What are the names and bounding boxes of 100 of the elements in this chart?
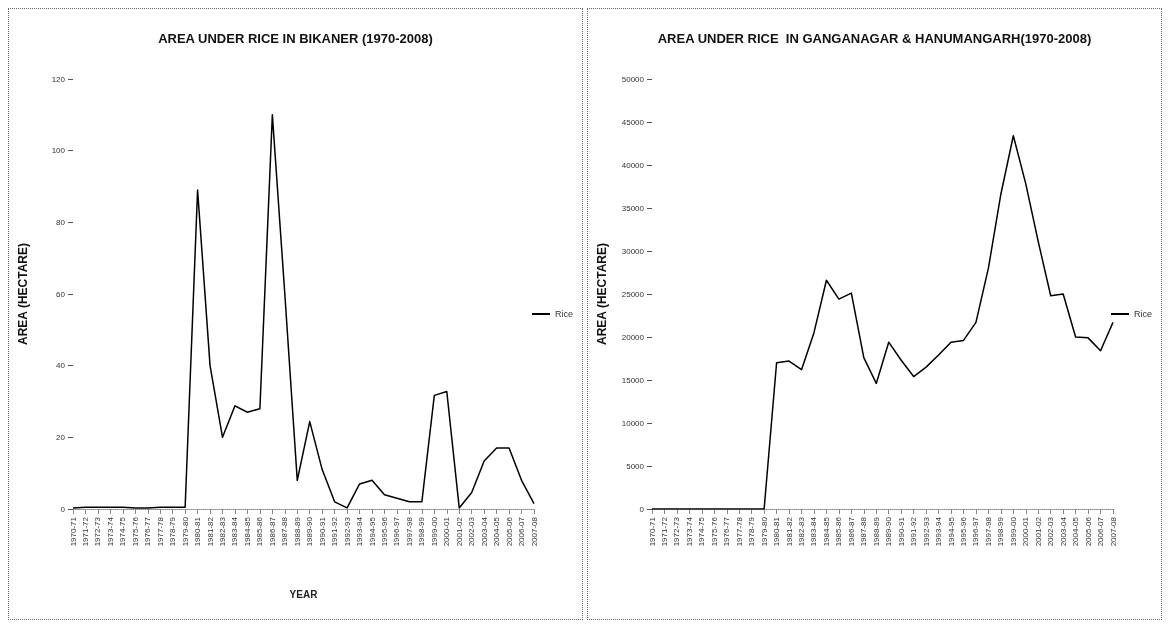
chart-title: AREA UNDER RICE IN BIKANER (1970-2008): [158, 31, 433, 46]
x-tick-label: 1972-73: [93, 516, 103, 547]
x-tick-label: 2007-08: [1108, 516, 1118, 547]
x-tick-label: 1988-89: [292, 516, 302, 547]
y-tick-label: 50000: [621, 74, 645, 84]
x-tick-label: 1994-95: [367, 516, 377, 547]
x-tick-label: 1974-75: [118, 516, 128, 547]
x-tick-label: 1991-92: [330, 516, 340, 547]
x-tick-label: 1977-78: [155, 516, 165, 547]
x-tick-label: 1985-86: [255, 516, 265, 547]
x-tick-label: 1976-77: [722, 516, 732, 547]
x-tick-label: 2004-05: [492, 516, 502, 547]
x-tick-label: 1998-99: [417, 516, 427, 547]
legend-label: Rice: [1134, 309, 1153, 319]
x-tick-label: 1980-81: [772, 516, 782, 547]
x-tick-label: 2005-06: [504, 516, 514, 547]
x-tick-label: 1991-92: [909, 516, 919, 547]
y-tick-label: 15000: [621, 375, 645, 385]
x-tick-label: 1977-78: [734, 516, 744, 547]
y-tick-label: 0: [639, 504, 645, 514]
x-tick-label: 1979-80: [180, 516, 190, 547]
x-tick-label: 1973-74: [684, 516, 694, 547]
x-tick-label: 1981-82: [205, 516, 215, 547]
x-tick-label: 1995-96: [958, 516, 968, 547]
x-tick-label: 1970-71: [68, 516, 78, 547]
x-tick-label: 1984-85: [821, 516, 831, 547]
x-tick-label: 1992-93: [921, 516, 931, 547]
y-tick-label: 5000: [626, 461, 645, 471]
x-tick-label: 1986-87: [846, 516, 856, 547]
x-tick-label: 1972-73: [672, 516, 682, 547]
x-tick-label: 1982-83: [218, 516, 228, 547]
y-tick-label: 45000: [621, 117, 645, 127]
y-tick-label: 20000: [621, 332, 645, 342]
x-tick-label: 1997-98: [983, 516, 993, 547]
x-tick-label: 1981-82: [784, 516, 794, 547]
x-tick-label: 1976-77: [143, 516, 153, 547]
x-tick-label: 2006-07: [517, 516, 527, 547]
x-tick-label: 1996-97: [971, 516, 981, 547]
x-tick-label: 2007-08: [529, 516, 539, 547]
x-tick-label: 2003-04: [479, 516, 489, 547]
y-tick-label: 0: [60, 504, 66, 514]
x-tick-label: 1980-81: [193, 516, 203, 547]
y-tick-label: 40: [56, 361, 66, 371]
x-tick-label: 1996-97: [392, 516, 402, 547]
x-tick-label: 1989-90: [884, 516, 894, 547]
y-tick-label: 40000: [621, 160, 645, 170]
x-tick-label: 1971-72: [659, 516, 669, 547]
x-tick-label: 1970-71: [647, 516, 657, 547]
y-tick-label: 35000: [621, 203, 645, 213]
x-tick-label: 1975-76: [130, 516, 140, 547]
x-tick-label: 1979-80: [759, 516, 769, 547]
x-tick-label: 1992-93: [342, 516, 352, 547]
x-tick-label: 1974-75: [697, 516, 707, 547]
x-tick-label: 1993-94: [934, 516, 944, 547]
x-tick-label: 1986-87: [267, 516, 277, 547]
y-tick-label: 20: [56, 432, 66, 442]
x-tick-label: 1983-84: [809, 516, 819, 547]
x-tick-label: 1983-84: [230, 516, 240, 547]
x-tick-label: 1987-88: [280, 516, 290, 547]
x-tick-label: 1971-72: [80, 516, 90, 547]
x-tick-label: 2001-02: [454, 516, 464, 547]
line-series: [72, 114, 535, 509]
x-tick-label: 1990-91: [317, 516, 327, 547]
y-tick-label: 25000: [621, 289, 645, 299]
y-axis-title: AREA (HECTARE): [595, 243, 609, 345]
x-tick-label: 1982-83: [797, 516, 807, 547]
x-tick-label: 1978-79: [168, 516, 178, 547]
x-tick-label: 1989-90: [305, 516, 315, 547]
x-tick-label: 2000-01: [1021, 516, 1031, 547]
legend-label: Rice: [555, 309, 574, 319]
x-tick-label: 1987-88: [859, 516, 869, 547]
x-tick-label: 1985-86: [834, 516, 844, 547]
x-tick-label: 2002-03: [467, 516, 477, 547]
y-tick-label: 60: [56, 289, 66, 299]
x-tick-label: 2005-06: [1083, 516, 1093, 547]
x-tick-label: 1988-89: [871, 516, 881, 547]
x-tick-label: 2003-04: [1058, 516, 1068, 547]
y-tick-label: 100: [51, 146, 66, 156]
x-tick-label: 1978-79: [747, 516, 757, 547]
x-tick-label: 1994-95: [946, 516, 956, 547]
x-tick-label: 1999-00: [429, 516, 439, 547]
x-tick-label: 1998-99: [996, 516, 1006, 547]
x-tick-label: 2006-07: [1096, 516, 1106, 547]
x-tick-label: 2000-01: [442, 516, 452, 547]
x-tick-label: 2002-03: [1046, 516, 1056, 547]
x-tick-label: 1973-74: [105, 516, 115, 547]
x-tick-label: 2001-02: [1033, 516, 1043, 547]
y-axis-title: AREA (HECTARE): [16, 243, 30, 345]
x-tick-label: 2004-05: [1071, 516, 1081, 547]
x-tick-label: 1999-00: [1008, 516, 1018, 547]
x-tick-label: 1997-98: [404, 516, 414, 547]
line-series: [651, 135, 1114, 510]
y-tick-label: 80: [56, 217, 66, 227]
x-tick-label: 1990-91: [896, 516, 906, 547]
y-tick-label: 120: [51, 74, 66, 84]
x-tick-label: 1975-76: [709, 516, 719, 547]
x-axis-title: YEAR: [289, 588, 319, 600]
chart-title: AREA UNDER RICE IN GANGANAGAR & HANUMANGARH(1970-2008): [657, 31, 1092, 46]
x-tick-label: 1995-96: [379, 516, 389, 547]
y-tick-label: 10000: [621, 418, 645, 428]
